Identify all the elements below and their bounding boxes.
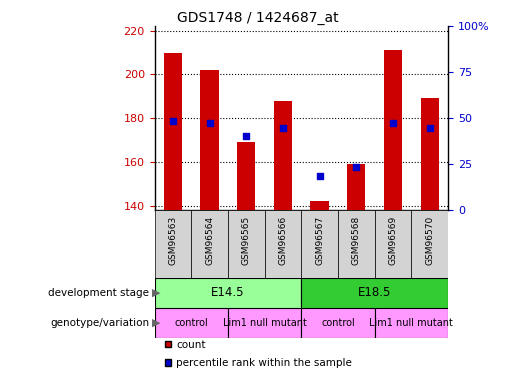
- Bar: [301, 278, 448, 308]
- Bar: [228, 308, 301, 338]
- Point: [169, 118, 177, 124]
- Bar: [375, 308, 448, 338]
- Text: Lim1 null mutant: Lim1 null mutant: [222, 318, 306, 327]
- Point: [279, 125, 287, 131]
- Text: development stage: development stage: [48, 288, 149, 297]
- Text: count: count: [176, 340, 205, 350]
- Bar: [338, 210, 375, 278]
- Text: ▶: ▶: [152, 318, 161, 327]
- Bar: [228, 210, 265, 278]
- Bar: [164, 53, 182, 210]
- Text: E18.5: E18.5: [358, 286, 391, 299]
- Point: [425, 125, 434, 131]
- Text: GSM96564: GSM96564: [205, 215, 214, 264]
- Bar: [200, 70, 219, 210]
- Point: [205, 120, 214, 126]
- Bar: [154, 308, 228, 338]
- Text: GSM96567: GSM96567: [315, 215, 324, 265]
- Text: GSM96565: GSM96565: [242, 215, 251, 265]
- Bar: [375, 210, 411, 278]
- Bar: [237, 142, 255, 210]
- Bar: [154, 278, 301, 308]
- Text: GSM96563: GSM96563: [168, 215, 177, 265]
- Bar: [384, 50, 402, 210]
- Text: GSM96566: GSM96566: [279, 215, 287, 265]
- Bar: [311, 201, 329, 210]
- Text: GDS1748 / 1424687_at: GDS1748 / 1424687_at: [177, 11, 338, 25]
- Bar: [154, 210, 191, 278]
- Text: control: control: [321, 318, 355, 327]
- Text: GSM96570: GSM96570: [425, 215, 434, 265]
- Text: E14.5: E14.5: [211, 286, 245, 299]
- Point: [352, 164, 360, 170]
- Bar: [411, 210, 448, 278]
- Bar: [265, 210, 301, 278]
- Bar: [191, 210, 228, 278]
- Point: [316, 173, 324, 179]
- Bar: [301, 308, 375, 338]
- Text: GSM96569: GSM96569: [388, 215, 398, 265]
- Text: Lim1 null mutant: Lim1 null mutant: [369, 318, 453, 327]
- Bar: [347, 164, 366, 210]
- Point: [242, 133, 250, 139]
- Bar: [421, 99, 439, 210]
- Text: GSM96568: GSM96568: [352, 215, 361, 265]
- Text: control: control: [174, 318, 208, 327]
- Text: percentile rank within the sample: percentile rank within the sample: [176, 358, 352, 368]
- Text: genotype/variation: genotype/variation: [50, 318, 149, 327]
- Bar: [274, 100, 292, 210]
- Bar: [301, 210, 338, 278]
- Point: [389, 120, 397, 126]
- Text: ▶: ▶: [152, 288, 161, 297]
